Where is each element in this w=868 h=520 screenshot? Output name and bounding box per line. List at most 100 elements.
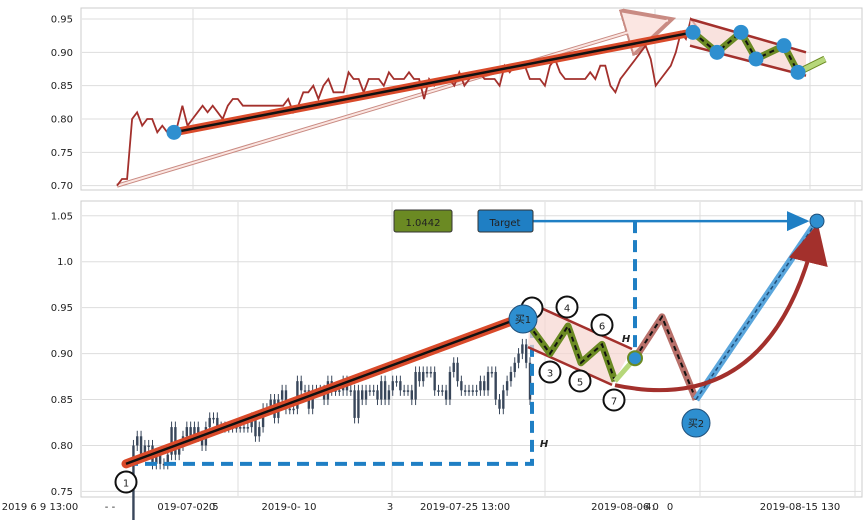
point-number-circle <box>555 295 579 319</box>
candle-body <box>463 390 467 392</box>
point-number-label: 3 <box>547 369 553 380</box>
candle-body <box>422 371 425 382</box>
target-box <box>477 209 534 233</box>
top-zigzag-marker <box>709 44 725 60</box>
top-y-axis: 0.70 0.75 0.80 0.85 0.90 0.95 <box>51 15 73 193</box>
top-price-line <box>116 16 702 187</box>
bottom-y-tick-label: 0.95 <box>51 303 73 314</box>
candle-body <box>395 381 398 383</box>
top-y-tick-label: 0.75 <box>51 148 73 159</box>
candle-body <box>479 381 482 391</box>
candle-body <box>513 362 516 372</box>
bottom-y-tick-label: 0.80 <box>51 441 73 452</box>
top-channel-lower <box>689 44 807 77</box>
top-y-tick-label: 0.70 <box>51 181 73 192</box>
candle-body <box>460 381 463 391</box>
candle-body <box>383 381 387 400</box>
bottom-zigzag-dashed <box>522 316 616 382</box>
top-zigzag-marker <box>733 24 749 40</box>
candle-body <box>368 390 372 392</box>
top-zigzag-marker <box>685 24 701 40</box>
candle-body <box>189 427 192 437</box>
point-number-circle <box>538 360 562 384</box>
candle-body <box>361 390 364 400</box>
candle-body <box>254 417 257 437</box>
bottom-y-tick-label: 0.75 <box>51 487 73 498</box>
candle-body <box>246 427 250 429</box>
buy1-marker <box>508 304 538 334</box>
candle-body <box>391 381 394 391</box>
candle-body <box>296 381 299 409</box>
candle-body <box>139 436 143 455</box>
candle-body <box>200 436 204 446</box>
top-y-tick-label: 0.85 <box>51 81 73 92</box>
bottom-x-tick-label: 3 <box>387 502 393 513</box>
candle-body <box>338 390 341 392</box>
candle-body <box>410 390 413 400</box>
top-y-tick-label: 0.80 <box>51 115 73 126</box>
bottom-x-tick-label: - - <box>105 502 116 513</box>
point-number-circle <box>114 470 138 494</box>
candle-body <box>185 427 189 437</box>
candle-body <box>414 371 417 400</box>
point-number-label: 7 <box>611 397 617 408</box>
candle-body <box>452 362 455 372</box>
candle-body <box>467 390 471 392</box>
bottom-x-tick-label: 0 <box>209 502 215 513</box>
top-panel: 0.70 0.75 0.80 0.85 0.90 0.95 <box>51 8 863 193</box>
candle-body <box>502 390 505 409</box>
target-marker <box>809 213 825 229</box>
candle-body <box>425 371 429 374</box>
bottom-channel-lower <box>527 346 613 386</box>
candle-body <box>509 371 513 382</box>
bottom-x-tick-label: 019-07-02 5 <box>157 502 218 513</box>
point-number-circle <box>590 313 614 337</box>
point-number-label: 6 <box>599 322 605 333</box>
candle-body <box>494 371 497 400</box>
bottom-grid <box>82 202 861 496</box>
candle-body <box>433 371 436 391</box>
buy2-marker <box>681 408 711 438</box>
top-zigzag-marker <box>790 64 806 80</box>
top-zigzag-marker <box>748 51 764 67</box>
bottom-x-tick-label: 2019-0- 10 <box>262 502 317 513</box>
candle-body <box>334 390 337 392</box>
candle-body <box>303 390 307 392</box>
candle-body <box>242 427 246 429</box>
projection-line <box>695 220 818 400</box>
candle-body <box>490 371 494 374</box>
candle-body <box>284 390 288 409</box>
candle-body <box>471 390 475 392</box>
candle-body <box>280 390 284 400</box>
bottom-series: 1.0442 Target 1 3 4 5 6 7 买1 买2 H H <box>114 209 828 520</box>
bottom-plot-area <box>80 200 863 498</box>
candle-body <box>380 381 383 400</box>
height-label-bottom: H <box>540 439 549 450</box>
candle-body <box>387 390 391 400</box>
target-curve-arrow <box>614 223 828 393</box>
candle-body <box>441 390 444 392</box>
candle-body <box>216 417 219 428</box>
candle-body <box>158 454 162 464</box>
bottom-y-tick-label: 1.05 <box>51 211 73 222</box>
top-breakout-arrow-fill <box>116 19 669 187</box>
bottom-x-tick-label: 4: <box>645 502 655 513</box>
candle-body <box>524 344 528 363</box>
bottom-panel: 0.75 0.80 0.85 0.90 0.95 1.0 1.05 2019 6 9 13:… <box>2 200 863 520</box>
candle-body <box>147 445 150 447</box>
top-pivot-marker <box>166 124 182 140</box>
buy1-label: 买1 <box>515 314 531 326</box>
bottom-y-tick-label: 1.0 <box>57 257 73 268</box>
value-box <box>393 209 453 233</box>
bottom-x-tick-label: 2019-08-06 0 <box>591 502 659 513</box>
candle-body <box>357 390 360 418</box>
candle-body <box>269 399 272 409</box>
candle-body <box>235 427 238 429</box>
candle-body <box>376 390 379 400</box>
candle-body <box>311 390 314 409</box>
bottom-x-axis: 2019 6 9 13:00- -019-07-02 50 2019-0- 10 3… <box>2 502 840 513</box>
point-number-circle <box>568 369 592 393</box>
candle-body <box>399 381 402 391</box>
point-number-label: 1 <box>123 479 129 490</box>
